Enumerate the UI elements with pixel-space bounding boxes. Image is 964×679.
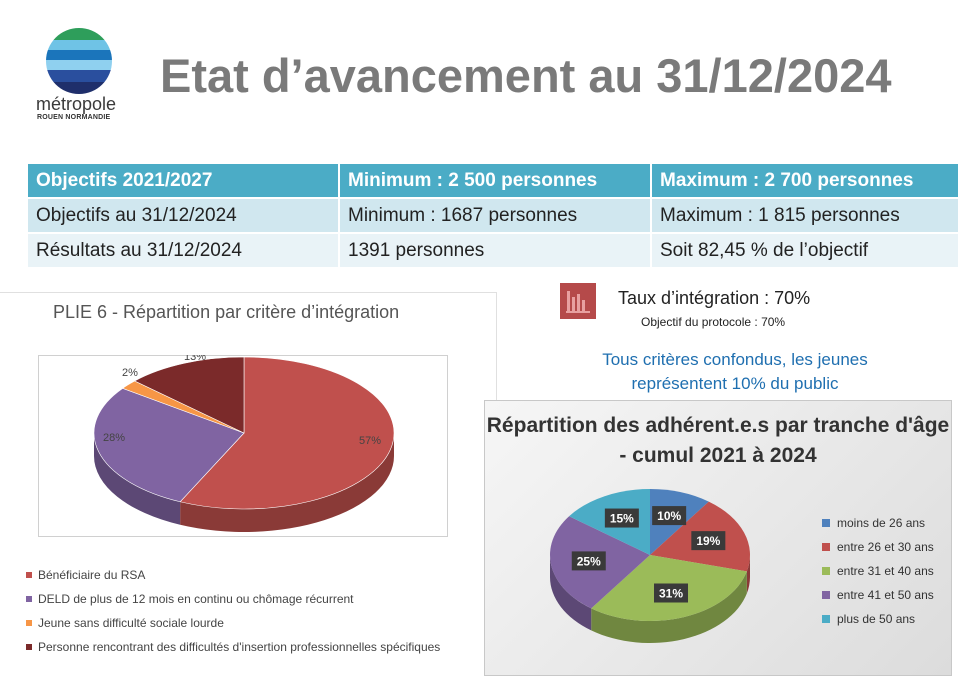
table-row: Résultats au 31/12/2024 1391 personnes S… [28,234,960,269]
age-distribution-chart-panel: Répartition des adhérent.e.s par tranche… [484,400,952,676]
legend-label: moins de 26 ans [837,516,926,530]
pie-slice-side [180,433,394,532]
bar-chart-icon [560,283,596,319]
pie-slice [179,356,395,510]
legend-item: moins de 26 ans [822,516,934,540]
legend-item: plus de 50 ans [822,612,934,636]
table-cell: Résultats au 31/12/2024 [28,234,340,269]
slice-label: 25% [577,554,601,568]
slice-data-label: 25% [571,551,606,571]
integration-criteria-pie-chart: 57% 28% 2% 13% [38,355,448,537]
slice-label: 28% [103,432,125,444]
legend-label: Bénéficiaire du RSA [38,568,146,582]
logo-subtitle: ROUEN NORMANDIE [37,114,111,121]
legend-swatch [822,519,830,527]
age-distribution-legend: moins de 26 ans entre 26 et 30 ans entre 3… [822,516,934,636]
logo-wordmark: métropole [36,94,117,114]
data-label-box [604,508,639,528]
table-header-cell: Objectifs 2021/2027 [28,164,340,199]
legend-label: Jeune sans difficulté sociale lourde [38,616,224,630]
slice-label: 13% [184,355,206,363]
page-title: Etat d’avancement au 31/12/2024 [160,49,892,102]
table-cell: Objectifs au 31/12/2024 [28,199,340,234]
legend-swatch [822,567,830,575]
legend-swatch [822,591,830,599]
pie-slice-side [746,555,750,594]
slice-data-label: 31% [654,583,689,603]
table-header-cell: Minimum : 2 500 personnes [340,164,652,199]
pie-sides [93,433,394,532]
legend-item: entre 26 et 30 ans [822,540,934,564]
legend-label: entre 26 et 30 ans [837,540,934,554]
slice-data-label: 10% [652,506,687,526]
table-cell: Minimum : 1687 personnes [340,199,652,234]
table-cell-result-percent: Soit 82,45 % de l’objectif [652,234,960,269]
age-distribution-pie-chart: 10% 19% 31% 25% 15% [550,489,750,643]
legend-label: entre 41 et 50 ans [837,588,934,602]
legend-swatch [822,615,830,623]
legend-item: Jeune sans difficulté sociale lourde [26,616,486,640]
table-header-cell: Maximum : 2 700 personnes [652,164,960,199]
pie-slice-side [591,571,747,643]
integration-rate: Taux d’intégration : 70% [618,288,811,308]
pie-slice-side [93,433,181,525]
table-row: Objectifs au 31/12/2024 Minimum : 1687 p… [28,199,960,234]
slice-data-label: 15% [604,508,639,528]
slice-label: 19% [696,534,720,548]
age-distribution-chart-title: Répartition des adhérent.e.s par tranche… [486,414,950,467]
legend-label: DELD de plus de 12 mois en continu ou ch… [38,592,354,606]
legend-item: entre 41 et 50 ans [822,588,934,612]
pie-slice-side [550,555,592,631]
pie-slice [93,387,245,503]
legend-label: Personne rencontrant des difficultés d'i… [38,640,441,654]
slice-label: 15% [610,512,634,526]
legend-swatch [26,644,32,650]
legend-item: Personne rencontrant des difficultés d'i… [26,640,486,664]
logo-mark [46,28,112,94]
legend-item: Bénéficiaire du RSA [26,568,486,592]
plot-area-border [38,355,448,537]
protocol-objective: Objectif du protocole : 70% [641,315,786,329]
legend-swatch [26,620,32,626]
legend-item: DELD de plus de 12 mois en continu ou ch… [26,592,486,616]
data-label-box [654,583,689,603]
metropole-logo: métropole ROUEN NORMANDIE [30,26,140,130]
legend-swatch [822,543,830,551]
data-label-box [571,551,606,571]
integration-criteria-chart-title: PLIE 6 - Répartition par critère d’intég… [53,302,400,322]
table-header-row: Objectifs 2021/2027 Minimum : 2 500 pers… [28,164,960,199]
slice-label: 31% [659,587,683,601]
legend-swatch [26,572,32,578]
slice-label: 57% [359,435,381,447]
table-cell: 1391 personnes [340,234,652,269]
integration-criteria-legend: Bénéficiaire du RSA DELD de plus de 12 mo… [26,568,486,664]
data-label-box [652,506,687,526]
slice-data-label: 19% [691,531,726,551]
youth-share-note: Tous critères confondus, les jeunes repr… [602,350,868,393]
table-cell: Maximum : 1 815 personnes [652,199,960,234]
data-label-box [691,531,726,551]
legend-swatch [26,596,32,602]
pie-slice [133,356,245,434]
legend-label: plus de 50 ans [837,612,916,626]
slice-label: 2% [122,367,138,379]
pie-sides [550,555,750,643]
legend-label: entre 31 et 40 ans [837,564,934,578]
objectives-table: Objectifs 2021/2027 Minimum : 2 500 pers… [28,164,960,269]
legend-item: entre 31 et 40 ans [822,564,934,588]
slice-label: 10% [657,509,681,523]
